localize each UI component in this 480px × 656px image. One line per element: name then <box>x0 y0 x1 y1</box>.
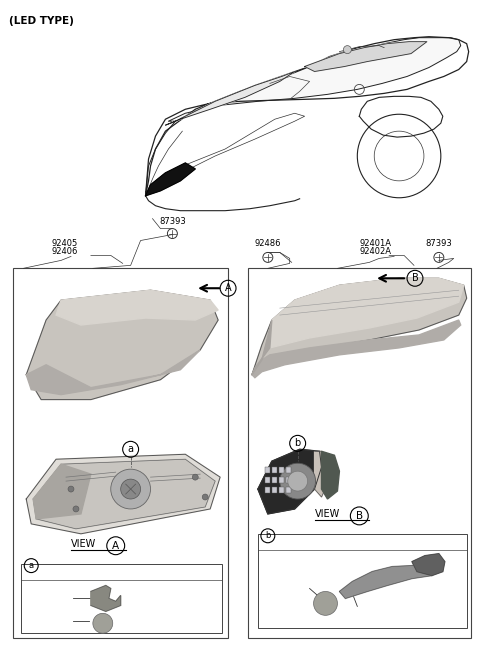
Bar <box>272 467 277 473</box>
Polygon shape <box>26 454 220 534</box>
Polygon shape <box>26 350 200 395</box>
Polygon shape <box>56 290 218 325</box>
Bar <box>265 467 270 473</box>
Polygon shape <box>258 449 322 514</box>
Polygon shape <box>322 451 339 499</box>
Bar <box>286 487 291 493</box>
Bar <box>265 477 270 483</box>
Bar <box>272 487 277 493</box>
Bar <box>286 467 291 473</box>
Circle shape <box>313 592 337 615</box>
Bar <box>21 564 222 633</box>
Bar <box>13 268 228 638</box>
Polygon shape <box>412 554 445 575</box>
Bar <box>279 487 284 493</box>
Text: VIEW: VIEW <box>314 509 340 519</box>
Text: 92486: 92486 <box>254 239 281 249</box>
Polygon shape <box>26 290 218 400</box>
Circle shape <box>111 469 151 509</box>
Polygon shape <box>33 459 215 529</box>
Polygon shape <box>145 163 195 195</box>
Bar <box>248 268 471 638</box>
Circle shape <box>68 486 74 492</box>
Polygon shape <box>270 278 464 348</box>
Text: B: B <box>412 274 419 283</box>
Text: B: B <box>356 511 363 521</box>
Text: 18643P: 18643P <box>31 617 60 626</box>
Text: VIEW: VIEW <box>71 539 96 548</box>
Circle shape <box>120 479 141 499</box>
Circle shape <box>192 474 198 480</box>
Text: (LED TYPE): (LED TYPE) <box>9 16 74 26</box>
Text: 87393: 87393 <box>425 239 452 249</box>
Polygon shape <box>166 72 295 125</box>
Bar <box>279 467 284 473</box>
Polygon shape <box>252 320 272 375</box>
Text: 92406: 92406 <box>51 247 77 256</box>
Text: A: A <box>225 283 231 293</box>
Bar <box>286 477 291 483</box>
Text: 18642G: 18642G <box>268 584 298 593</box>
Bar <box>272 477 277 483</box>
Text: A: A <box>112 541 120 551</box>
Bar <box>258 534 467 628</box>
Polygon shape <box>168 37 461 121</box>
Bar <box>279 477 284 483</box>
Polygon shape <box>33 464 91 519</box>
Circle shape <box>73 506 79 512</box>
Polygon shape <box>305 42 427 72</box>
Text: 92405: 92405 <box>51 239 77 249</box>
Circle shape <box>280 463 315 499</box>
Bar <box>265 487 270 493</box>
Text: 92402A: 92402A <box>360 247 391 256</box>
Polygon shape <box>314 451 329 497</box>
Text: 92451A: 92451A <box>31 594 60 603</box>
Circle shape <box>343 46 351 54</box>
Text: a: a <box>29 561 34 570</box>
Polygon shape <box>91 586 120 611</box>
Circle shape <box>288 471 308 491</box>
Circle shape <box>202 494 208 500</box>
Text: 92450A: 92450A <box>357 604 387 613</box>
Text: b: b <box>295 438 301 448</box>
Text: 87393: 87393 <box>159 216 186 226</box>
Polygon shape <box>339 562 437 598</box>
Text: b: b <box>265 531 271 541</box>
Text: 92401A: 92401A <box>360 239 391 249</box>
Polygon shape <box>252 320 461 378</box>
Polygon shape <box>252 278 467 375</box>
Text: a: a <box>128 444 133 455</box>
Circle shape <box>93 613 113 633</box>
